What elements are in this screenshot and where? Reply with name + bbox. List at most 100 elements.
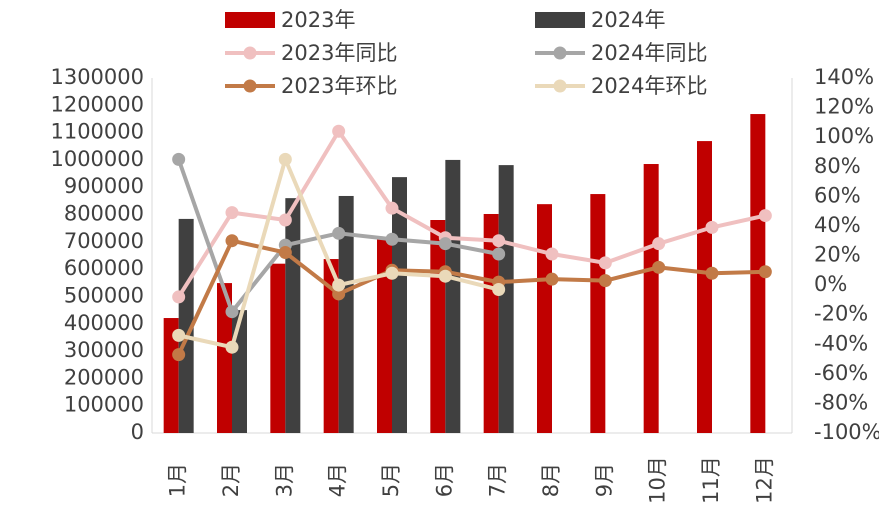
legend-swatch	[553, 46, 567, 60]
marker	[385, 232, 399, 246]
marker	[598, 256, 612, 270]
bar	[178, 218, 194, 433]
legend-label: 2024年	[591, 8, 665, 32]
line	[176, 129, 766, 298]
y-tick-label: 1100000	[50, 120, 144, 144]
bar	[498, 165, 514, 433]
legend-swatch	[243, 79, 257, 93]
bar	[697, 141, 712, 434]
bar	[430, 220, 446, 433]
marker	[278, 152, 292, 166]
y-tick-label: 500000	[64, 283, 144, 307]
y-tick-label: 1000000	[50, 147, 144, 171]
marker	[652, 237, 666, 251]
legend-label: 2023年环比	[281, 74, 397, 98]
bar	[217, 283, 232, 433]
marker	[278, 213, 292, 227]
bar	[232, 310, 247, 433]
bar	[285, 198, 301, 433]
y2-tick-label: 120%	[814, 95, 874, 119]
y-tick-label: 400000	[64, 311, 144, 335]
marker	[332, 124, 346, 138]
y2-tick-label: 0%	[814, 272, 847, 296]
marker	[545, 247, 559, 261]
marker	[332, 278, 346, 292]
y2-tick-label: -100%	[814, 420, 879, 444]
bar	[537, 204, 552, 433]
y2-tick-label: -40%	[814, 331, 868, 355]
marker	[172, 152, 186, 166]
x-tick-label: 4月	[326, 463, 350, 497]
marker	[385, 201, 399, 215]
y-tick-label: 900000	[64, 174, 144, 198]
x-tick-label: 3月	[272, 463, 296, 497]
marker	[225, 305, 239, 319]
legend-label: 2023年	[281, 8, 355, 32]
marker	[705, 266, 719, 280]
marker	[332, 226, 346, 240]
x-tick-label: 12月	[752, 456, 776, 504]
bar	[163, 318, 179, 433]
bar	[270, 263, 286, 433]
x-tick-label: 6月	[432, 463, 456, 497]
legend-swatch	[225, 12, 275, 28]
marker	[652, 260, 666, 274]
line	[176, 238, 766, 356]
x-tick-label: 2月	[219, 463, 243, 497]
marker	[545, 272, 559, 286]
marker	[385, 266, 399, 280]
marker	[438, 269, 452, 283]
marker	[758, 209, 772, 223]
x-tick-label: 8月	[539, 463, 563, 497]
y2-tick-label: 100%	[814, 124, 874, 148]
y2-tick-label: 60%	[814, 183, 861, 207]
bar	[323, 259, 339, 433]
y-tick-label: 0	[131, 420, 144, 444]
y-tick-label: 600000	[64, 256, 144, 280]
y-tick-label: 100000	[64, 393, 144, 417]
legend-swatch	[535, 12, 585, 28]
y-tick-label: 300000	[64, 338, 144, 362]
marker	[705, 220, 719, 234]
marker	[492, 283, 506, 297]
legend-label: 2023年同比	[281, 41, 397, 65]
y2-tick-label: -20%	[814, 302, 868, 326]
marker	[172, 348, 186, 362]
marker	[225, 340, 239, 354]
legend-label: 2024年同比	[591, 41, 707, 65]
marker	[492, 247, 506, 261]
marker	[225, 234, 239, 248]
y-tick-label: 200000	[64, 365, 144, 389]
bar	[377, 239, 392, 433]
marker	[598, 274, 612, 288]
y-tick-label: 1300000	[50, 65, 144, 89]
marker	[438, 237, 452, 251]
y2-tick-label: 80%	[814, 154, 861, 178]
bar	[338, 195, 354, 433]
marker	[758, 265, 772, 279]
x-tick-label: 7月	[486, 463, 510, 497]
y2-tick-label: 40%	[814, 213, 861, 237]
marker	[492, 234, 506, 248]
bar	[483, 213, 499, 433]
x-tick-label: 11月	[699, 456, 723, 504]
legend: 2023年 2024年 2023年同比 2024年同比 2023年环比 2024年环比	[225, 8, 707, 98]
y2-tick-label: -60%	[814, 361, 868, 385]
marker	[225, 206, 239, 220]
x-tick-label: 9月	[592, 463, 616, 497]
bar	[590, 194, 606, 433]
x-tick-label: 1月	[166, 463, 190, 497]
bar	[445, 159, 461, 433]
marker	[278, 246, 292, 260]
y2-tick-label: -80%	[814, 390, 868, 414]
y2-tick-label: 140%	[814, 65, 874, 89]
marker	[172, 290, 186, 304]
y-tick-label: 1200000	[50, 92, 144, 116]
y2-tick-label: 20%	[814, 243, 861, 267]
bar	[643, 164, 659, 433]
marker	[172, 328, 186, 342]
y-tick-label: 800000	[64, 202, 144, 226]
legend-label: 2024年环比	[591, 74, 707, 98]
x-tick-label: 5月	[379, 463, 403, 497]
